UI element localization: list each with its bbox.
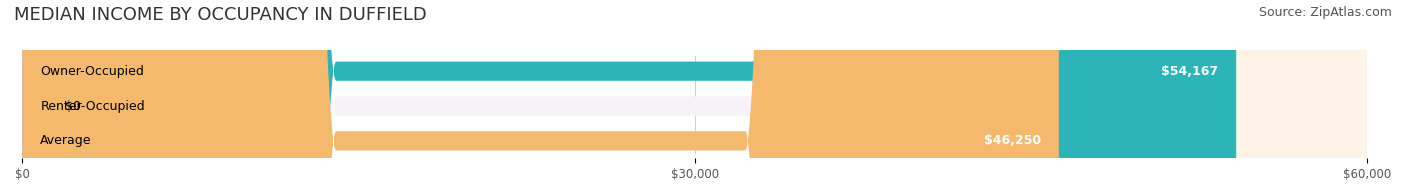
FancyBboxPatch shape: [22, 0, 1367, 196]
FancyBboxPatch shape: [22, 0, 1059, 196]
FancyBboxPatch shape: [22, 0, 1367, 196]
FancyBboxPatch shape: [22, 0, 1367, 196]
Text: $46,250: $46,250: [984, 134, 1040, 147]
Text: Source: ZipAtlas.com: Source: ZipAtlas.com: [1258, 6, 1392, 19]
Text: Average: Average: [41, 134, 91, 147]
FancyBboxPatch shape: [22, 0, 1236, 196]
Text: $54,167: $54,167: [1161, 65, 1218, 78]
Text: Owner-Occupied: Owner-Occupied: [41, 65, 145, 78]
Text: Renter-Occupied: Renter-Occupied: [41, 100, 145, 113]
Text: MEDIAN INCOME BY OCCUPANCY IN DUFFIELD: MEDIAN INCOME BY OCCUPANCY IN DUFFIELD: [14, 6, 427, 24]
Text: $0: $0: [65, 100, 82, 113]
FancyBboxPatch shape: [22, 0, 56, 196]
